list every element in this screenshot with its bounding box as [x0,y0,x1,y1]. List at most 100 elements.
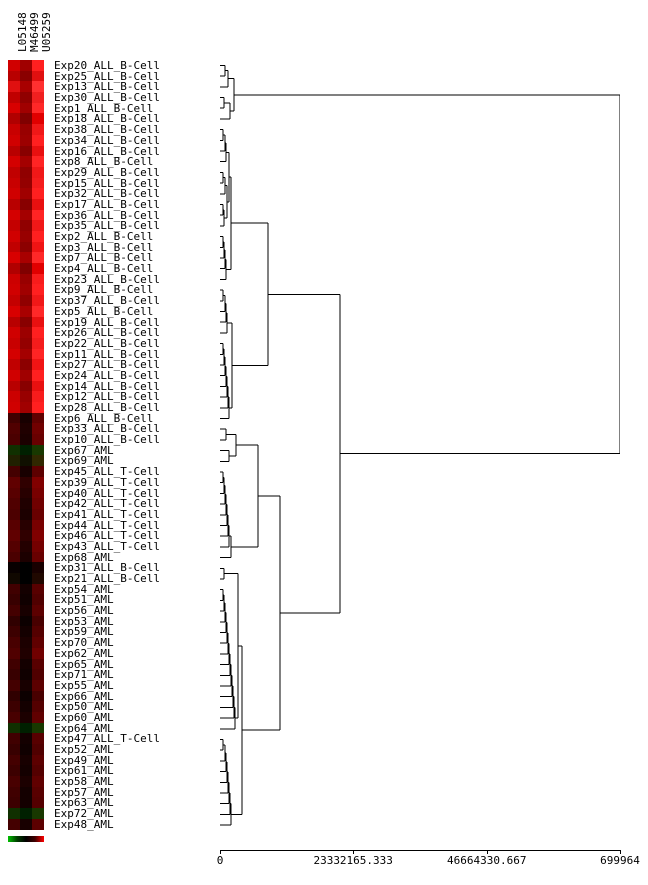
heatmap-cell [32,498,44,509]
heatmap-cell [20,680,32,691]
heatmap-cell [20,113,32,124]
heatmap-cell [20,295,32,306]
heatmap-cell [20,381,32,392]
heatmap-cell [32,81,44,92]
heatmap-row [8,455,44,466]
heatmap-row [8,370,44,381]
heatmap-cell [32,691,44,702]
heatmap-cell [8,423,20,434]
heatmap-row [8,562,44,573]
row-labels: Exp20_ALL_B-CellExp25_ALL_B-CellExp13_AL… [54,60,160,830]
heatmap-cell [20,541,32,552]
heatmap-cell [8,669,20,680]
heatmap-cell [32,295,44,306]
heatmap-row [8,669,44,680]
heatmap-cell [32,637,44,648]
heatmap-cell [8,477,20,488]
heatmap-cell [8,381,20,392]
heatmap-cell [8,60,20,71]
heatmap-cell [8,413,20,424]
heatmap-cell [32,284,44,295]
heatmap-cell [32,135,44,146]
heatmap-cell [32,680,44,691]
heatmap-cell [32,477,44,488]
heatmap-row [8,744,44,755]
heatmap-cell [32,616,44,627]
heatmap-cell [8,103,20,114]
heatmap-cell [32,306,44,317]
heatmap-cell [8,370,20,381]
heatmap-cell [32,103,44,114]
heatmap-row [8,680,44,691]
heatmap-cell [8,594,20,605]
heatmap-cell [20,455,32,466]
heatmap-row [8,787,44,798]
heatmap-row [8,349,44,360]
heatmap-cell [8,541,20,552]
heatmap-row [8,263,44,274]
heatmap-cell [32,242,44,253]
x-axis-tick-label: 0 [217,854,224,867]
heatmap-row [8,445,44,456]
heatmap-cell [20,210,32,221]
heatmap-cell [20,359,32,370]
row-label: Exp62_AML [54,648,160,659]
heatmap-cell [20,252,32,263]
heatmap-cell [8,765,20,776]
heatmap-cell [8,199,20,210]
heatmap-cell [8,605,20,616]
heatmap-cell [8,498,20,509]
row-label: Exp39_ALL_T-Cell [54,477,160,488]
heatmap-cell [20,156,32,167]
heatmap-cell [8,124,20,135]
heatmap-cell [32,402,44,413]
heatmap-cell [20,669,32,680]
dendrogram [220,60,620,830]
heatmap-cell [8,701,20,712]
heatmap-cell [20,616,32,627]
heatmap-cell [32,113,44,124]
heatmap-cell [32,605,44,616]
heatmap-cell [20,701,32,712]
heatmap-row [8,477,44,488]
heatmap-cell [32,327,44,338]
heatmap-cell [8,488,20,499]
heatmap-cell [32,423,44,434]
heatmap-gradient-bar [8,836,44,842]
heatmap-cell [8,167,20,178]
heatmap-cell [8,648,20,659]
heatmap-cell [32,765,44,776]
heatmap-cell [20,370,32,381]
heatmap-cell [8,402,20,413]
heatmap-row [8,691,44,702]
heatmap-cell [20,60,32,71]
heatmap-row [8,466,44,477]
heatmap-cell [32,71,44,82]
heatmap-cell [8,210,20,221]
heatmap-cell [20,755,32,766]
heatmap-row [8,498,44,509]
heatmap-cell [8,231,20,242]
heatmap-cell [20,199,32,210]
heatmap-cell [32,188,44,199]
heatmap-cell [20,712,32,723]
heatmap-cell [32,808,44,819]
heatmap-row [8,391,44,402]
heatmap-cell [32,413,44,424]
heatmap-cell [32,274,44,285]
heatmap-row [8,637,44,648]
heatmap-cell [32,370,44,381]
heatmap-cell [20,103,32,114]
heatmap-cell [20,92,32,103]
heatmap-cell [8,220,20,231]
heatmap-cell [20,445,32,456]
heatmap-cell [20,178,32,189]
heatmap-cell [32,733,44,744]
heatmap-cell [32,659,44,670]
heatmap-row [8,199,44,210]
row-label: Exp48_AML [54,819,160,830]
x-axis-tick-label: 699964 [600,854,640,867]
heatmap-row [8,605,44,616]
heatmap-cell [20,231,32,242]
heatmap-cell [20,477,32,488]
